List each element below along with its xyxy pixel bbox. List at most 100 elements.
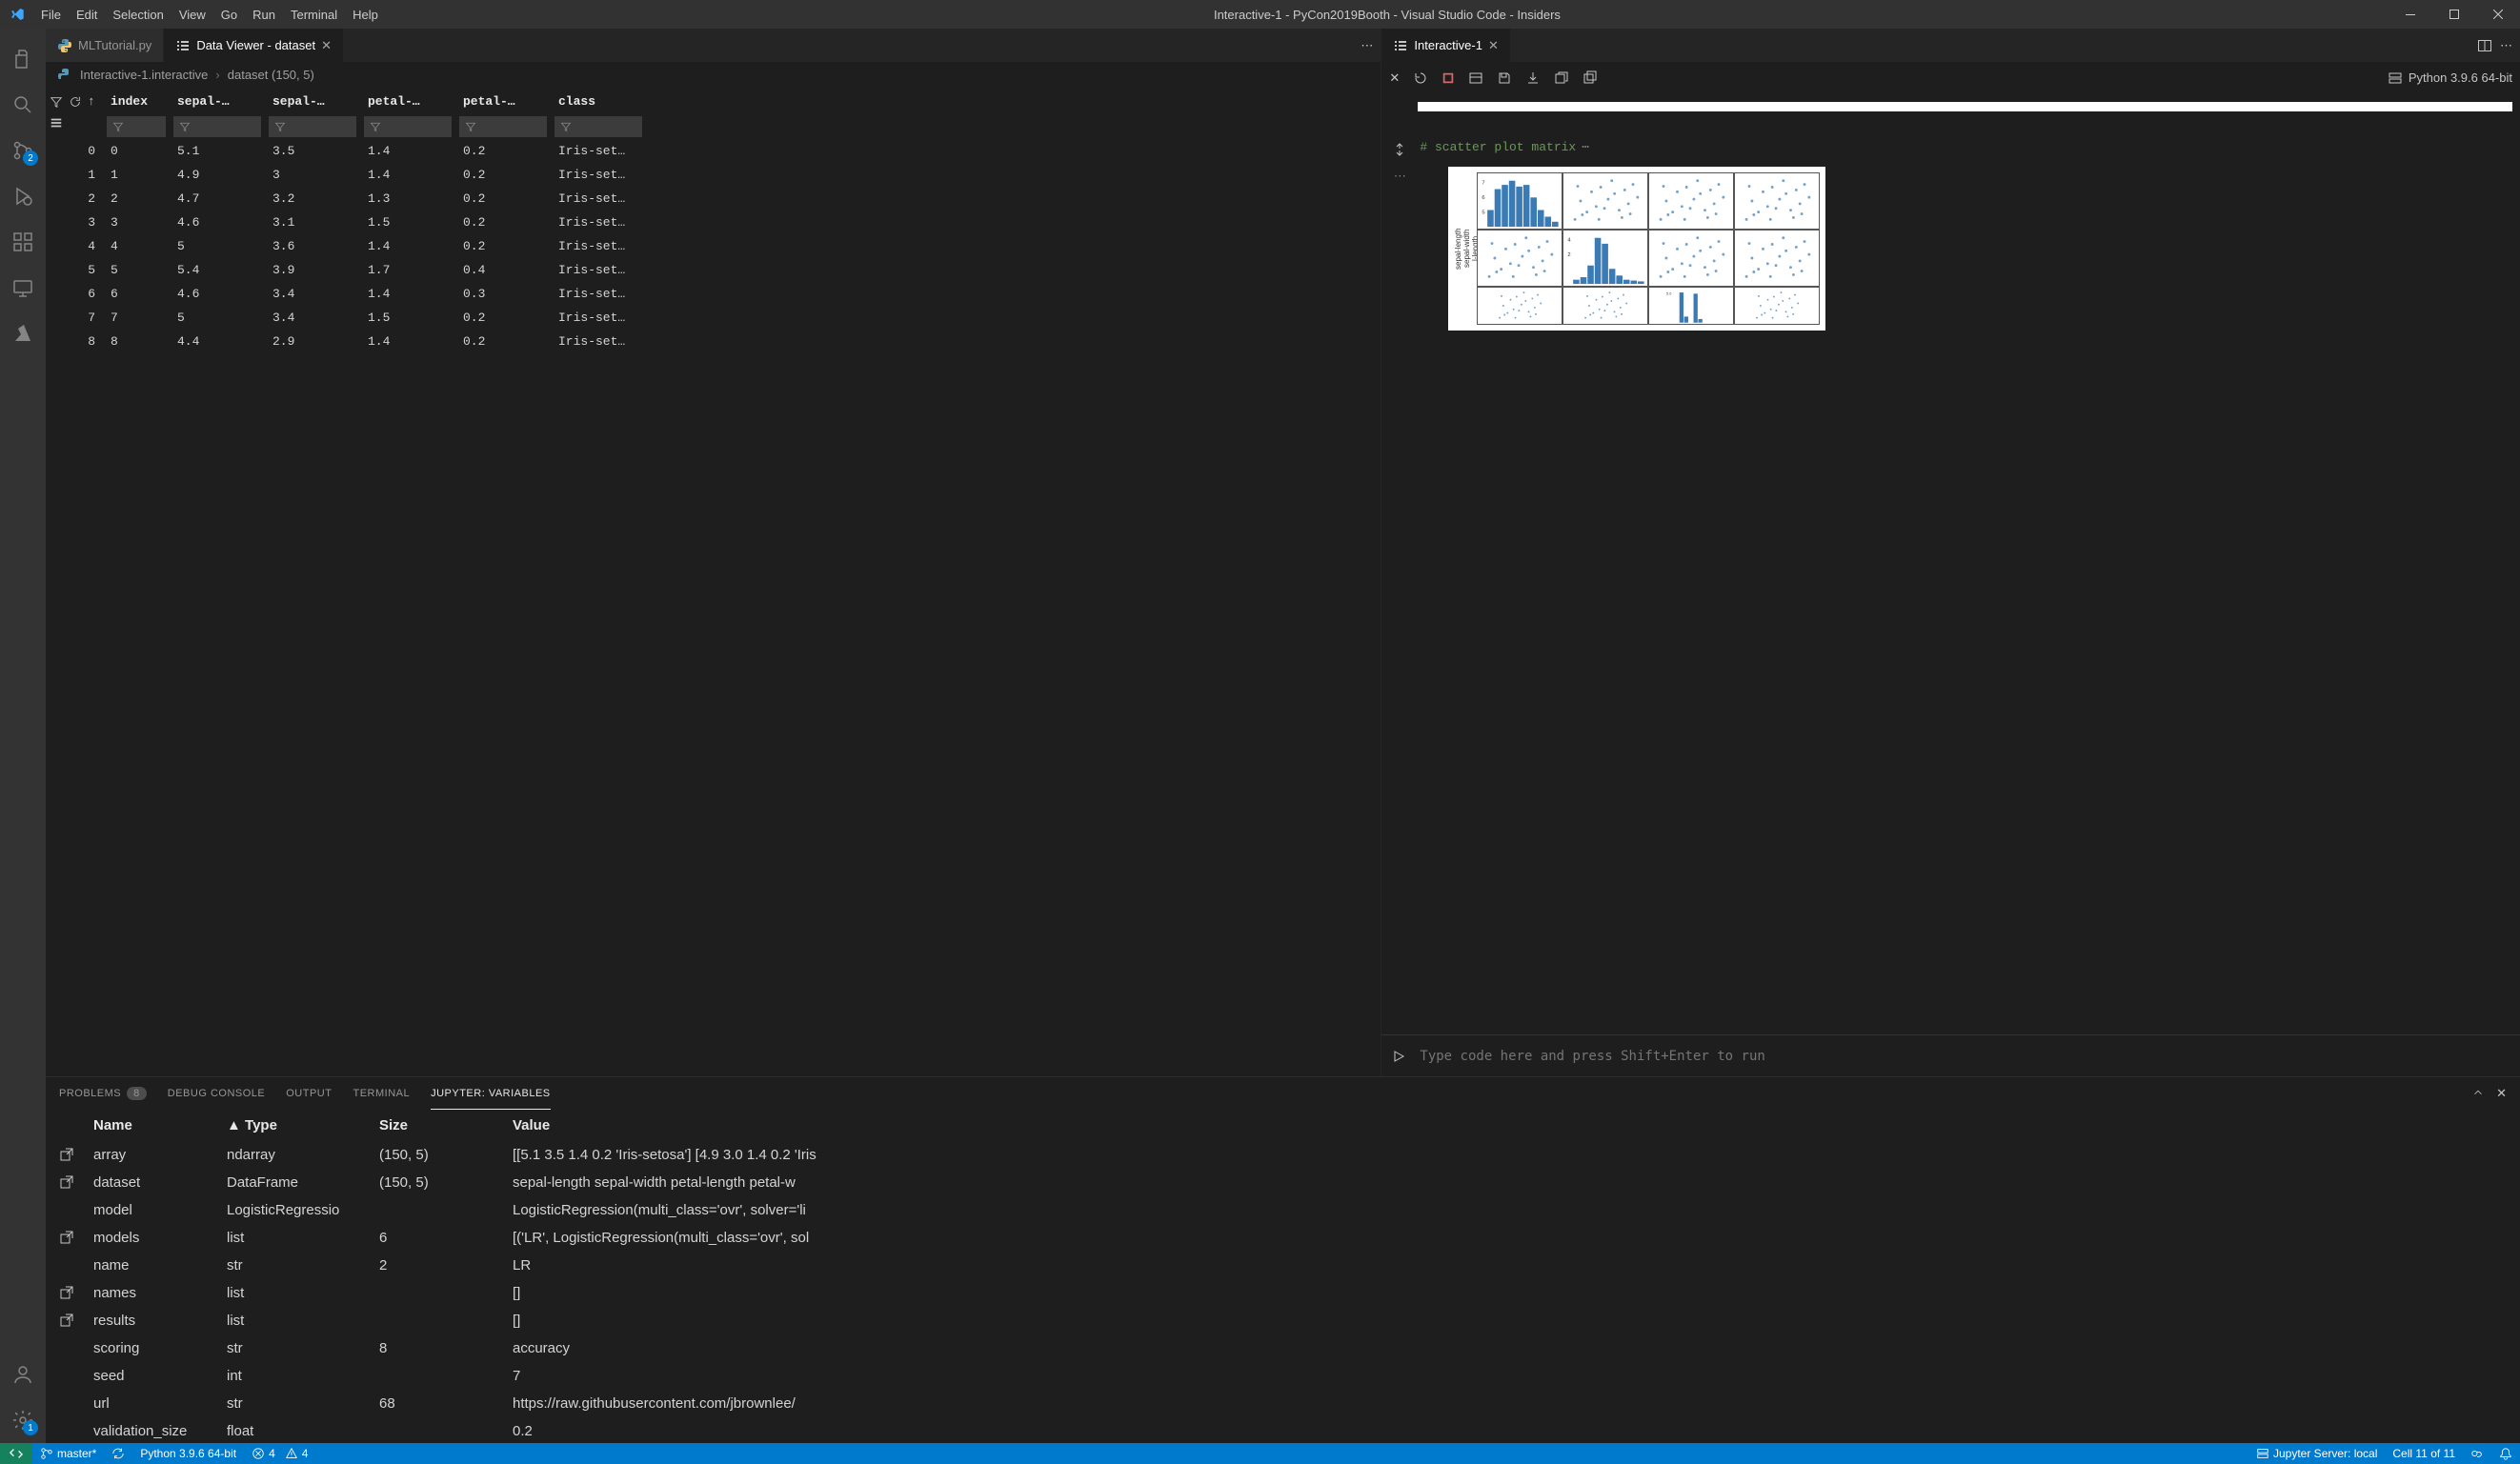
popout-icon[interactable] <box>59 1313 74 1328</box>
export-icon[interactable] <box>1525 70 1541 86</box>
col-name[interactable]: Name <box>88 1115 221 1135</box>
panel-tab-output[interactable]: OUTPUT <box>286 1077 332 1110</box>
column-filter[interactable] <box>459 116 547 137</box>
code-input[interactable] <box>1420 1049 2510 1064</box>
source-control-icon[interactable]: 2 <box>0 128 46 173</box>
close-icon[interactable]: ✕ <box>1488 38 1499 53</box>
table-row[interactable]: 8 8 4.4 2.9 1.4 0.2 Iris-set… <box>46 330 1381 353</box>
col-value[interactable]: Value <box>507 1115 2520 1135</box>
explorer-icon[interactable] <box>0 36 46 82</box>
refresh-icon[interactable] <box>69 95 82 109</box>
tab-data-viewer[interactable]: Data Viewer - dataset ✕ <box>164 29 344 62</box>
more-actions-icon[interactable]: ⋯ <box>1361 38 1373 53</box>
column-filter[interactable] <box>107 116 166 137</box>
variable-row[interactable]: name str 2 LR <box>46 1252 2520 1279</box>
column-header[interactable]: class <box>551 89 646 114</box>
interpreter-label[interactable]: Python 3.9.6 64-bit <box>2409 70 2512 85</box>
variable-row[interactable]: seed int 7 <box>46 1362 2520 1390</box>
variables-icon[interactable] <box>1468 70 1483 86</box>
close-icon[interactable]: ✕ <box>321 38 332 53</box>
menu-run[interactable]: Run <box>245 0 283 29</box>
variable-row[interactable]: validation_size float 0.2 <box>46 1417 2520 1443</box>
popout-icon[interactable] <box>59 1230 74 1245</box>
variable-row[interactable]: url str 68 https://raw.githubusercontent… <box>46 1390 2520 1417</box>
table-row[interactable]: 3 3 4.6 3.1 1.5 0.2 Iris-set… <box>46 211 1381 234</box>
minimize-button[interactable] <box>2389 0 2432 29</box>
menu-view[interactable]: View <box>171 0 213 29</box>
cell-position[interactable]: Cell 11 of 11 <box>2385 1443 2463 1464</box>
table-row[interactable]: 1 1 4.9 3 1.4 0.2 Iris-set… <box>46 163 1381 187</box>
breadcrumb-item[interactable]: Interactive-1.interactive <box>80 68 208 82</box>
tab-mltutorial[interactable]: MLTutorial.py <box>46 29 164 62</box>
git-branch[interactable]: master* <box>32 1443 104 1464</box>
column-header[interactable]: sepal-… <box>265 89 360 114</box>
sync-icon[interactable] <box>104 1443 132 1464</box>
variable-row[interactable]: names list [] <box>46 1279 2520 1307</box>
clear-icon[interactable]: ✕ <box>1389 70 1400 86</box>
list-selection-icon[interactable] <box>50 116 63 130</box>
variable-row[interactable]: scoring str 8 accuracy <box>46 1334 2520 1362</box>
panel-tab-jupyter-vars[interactable]: JUPYTER: VARIABLES <box>431 1077 551 1110</box>
breadcrumb-item[interactable]: dataset (150, 5) <box>228 68 314 82</box>
cell-more-icon[interactable]: ⋯ <box>1389 167 1410 184</box>
problems-status[interactable]: 4 4 <box>244 1443 315 1464</box>
panel-tab-problems[interactable]: PROBLEMS8 <box>59 1077 147 1110</box>
azure-icon[interactable] <box>0 311 46 356</box>
table-row[interactable]: 6 6 4.6 3.4 1.4 0.3 Iris-set… <box>46 282 1381 306</box>
menu-help[interactable]: Help <box>345 0 386 29</box>
menu-edit[interactable]: Edit <box>69 0 105 29</box>
tab-interactive[interactable]: Interactive-1 ✕ <box>1381 29 1510 62</box>
save-icon[interactable] <box>1497 70 1512 86</box>
filter-icon[interactable] <box>50 95 63 109</box>
variable-row[interactable]: array ndarray (150, 5) [[5.1 3.5 1.4 0.2… <box>46 1141 2520 1169</box>
run-debug-icon[interactable] <box>0 173 46 219</box>
variable-row[interactable]: results list [] <box>46 1307 2520 1334</box>
restart-icon[interactable] <box>1413 70 1428 86</box>
collapse-icon[interactable] <box>1583 70 1598 86</box>
table-row[interactable]: 5 5 5.4 3.9 1.7 0.4 Iris-set… <box>46 258 1381 282</box>
accounts-icon[interactable] <box>0 1352 46 1397</box>
maximize-button[interactable] <box>2432 0 2476 29</box>
column-header[interactable]: index <box>103 89 170 114</box>
table-row[interactable]: 7 7 5 3.4 1.5 0.2 Iris-set… <box>46 306 1381 330</box>
split-editor-icon[interactable] <box>2477 38 2492 53</box>
sort-icon[interactable]: ↑ <box>88 94 95 109</box>
panel-tab-terminal[interactable]: TERMINAL <box>353 1077 410 1110</box>
close-panel-icon[interactable]: ✕ <box>2496 1086 2507 1101</box>
column-header[interactable]: sepal-… <box>170 89 265 114</box>
column-filter[interactable] <box>269 116 356 137</box>
expand-icon[interactable] <box>1554 70 1569 86</box>
maximize-panel-icon[interactable] <box>2471 1086 2485 1101</box>
feedback-icon[interactable] <box>2463 1443 2491 1464</box>
menu-selection[interactable]: Selection <box>105 0 171 29</box>
menu-terminal[interactable]: Terminal <box>283 0 345 29</box>
table-row[interactable]: 2 2 4.7 3.2 1.3 0.2 Iris-set… <box>46 187 1381 211</box>
variable-row[interactable]: model LogisticRegressio LogisticRegressi… <box>46 1196 2520 1224</box>
variable-row[interactable]: dataset DataFrame (150, 5) sepal-length … <box>46 1169 2520 1196</box>
column-header[interactable]: petal-… <box>455 89 551 114</box>
jupyter-server[interactable]: Jupyter Server: local <box>2248 1443 2385 1464</box>
menu-file[interactable]: File <box>33 0 69 29</box>
column-filter[interactable] <box>554 116 642 137</box>
table-row[interactable]: 4 4 5 3.6 1.4 0.2 Iris-set… <box>46 234 1381 258</box>
remote-explorer-icon[interactable] <box>0 265 46 311</box>
column-filter[interactable] <box>173 116 261 137</box>
more-actions-icon[interactable]: ⋯ <box>2500 38 2512 53</box>
menu-go[interactable]: Go <box>213 0 245 29</box>
table-row[interactable]: 0 0 5.1 3.5 1.4 0.2 Iris-set… <box>46 139 1381 163</box>
settings-gear-icon[interactable]: 1 <box>0 1397 46 1443</box>
popout-icon[interactable] <box>59 1174 74 1190</box>
column-header[interactable]: petal-… <box>360 89 455 114</box>
search-icon[interactable] <box>0 82 46 128</box>
panel-tab-debug[interactable]: DEBUG CONSOLE <box>168 1077 265 1110</box>
column-filter[interactable] <box>364 116 452 137</box>
interrupt-icon[interactable] <box>1441 71 1455 85</box>
variable-row[interactable]: models list 6 [('LR', LogisticRegression… <box>46 1224 2520 1252</box>
col-type[interactable]: ▲ Type <box>221 1115 373 1135</box>
popout-icon[interactable] <box>59 1147 74 1162</box>
col-size[interactable]: Size <box>373 1115 507 1135</box>
extensions-icon[interactable] <box>0 219 46 265</box>
close-button[interactable] <box>2476 0 2520 29</box>
remote-indicator[interactable] <box>0 1443 32 1464</box>
collapse-cell-icon[interactable] <box>1389 140 1410 157</box>
